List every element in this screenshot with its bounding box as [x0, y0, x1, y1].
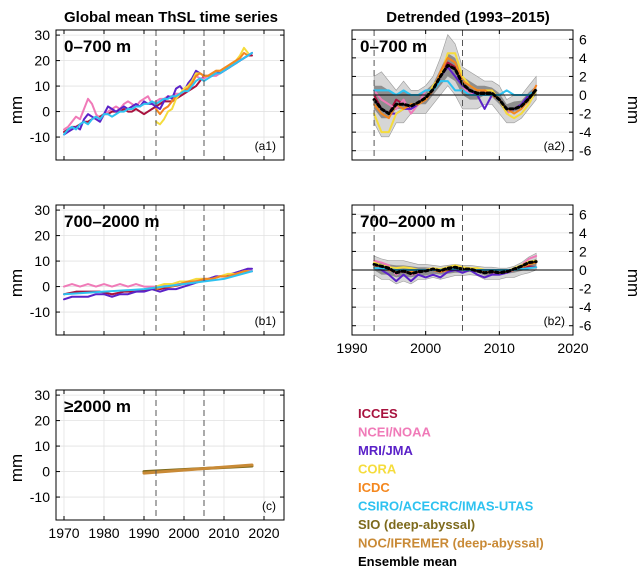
legend-item-7: NOC/IFREMER (deep-abyssal) — [358, 536, 544, 551]
ylabel-a1: mm — [7, 96, 26, 124]
ylabel-b1: mm — [7, 269, 26, 297]
ytick-label: 0 — [579, 262, 587, 278]
xtick-label: 2000 — [168, 525, 199, 541]
plot-area-a2 — [372, 34, 538, 138]
ylabel-c: mm — [7, 454, 26, 482]
panel-label: ≥2000 m — [64, 397, 131, 416]
ytick-label: -6 — [579, 318, 592, 334]
legend-item-4: ICDC — [358, 480, 390, 495]
series-line-csiro-acecrc-imas-utas — [63, 51, 253, 136]
legend: ICCES NCEI/NOAA MRI/JMA CORA ICDC CSIRO/… — [358, 406, 544, 569]
ytick-label: 0 — [42, 279, 50, 295]
legend-item-5: CSIRO/ACECRC/IMAS-UTAS — [358, 499, 534, 514]
ylabel-c-text: mm — [7, 454, 26, 482]
series-line-csiro-acecrc-imas-utas — [373, 80, 538, 96]
ytick-label: 30 — [34, 202, 50, 218]
ytick-label: -2 — [579, 281, 592, 297]
panel-c: -10 0 10 20 30 1970 1980 1990 2000 2010 2020 ≥2000 … — [30, 387, 285, 541]
panel-frame — [55, 29, 285, 161]
ytick-label: 0 — [42, 104, 50, 120]
xtick-label: 2020 — [557, 340, 588, 356]
ytick-label: 6 — [579, 31, 587, 47]
ylabel-b2: mm — [624, 269, 638, 297]
ytick-label: -10 — [30, 129, 50, 145]
ytick-label: 10 — [34, 78, 50, 94]
xtick-label: 2000 — [410, 340, 441, 356]
ytick-label: -10 — [30, 489, 50, 505]
ytick-label: 30 — [34, 27, 50, 43]
panel-letter: (a2) — [544, 139, 565, 153]
ytick-label: 10 — [34, 438, 50, 454]
right-column-title: Detrended (1993–2015) — [386, 9, 549, 26]
ytick-label: 20 — [34, 413, 50, 429]
ylabel-b2-text: mm — [624, 269, 638, 297]
panel-frame — [55, 389, 285, 521]
legend-item-6: SIO (deep-abyssal) — [358, 517, 475, 532]
ytick-label: -6 — [579, 143, 592, 159]
legend-item-2: MRI/JMA — [358, 443, 414, 458]
ytick-label: 30 — [34, 387, 50, 403]
ytick-label: -10 — [30, 304, 50, 320]
ytick-label: 0 — [579, 87, 587, 103]
series-line-cora — [373, 52, 538, 134]
series-line-ensemble-mean — [372, 260, 538, 276]
plot-area-b2 — [372, 252, 538, 285]
legend-item-0: ICCES — [358, 406, 398, 421]
panel-a1: -10 0 10 20 30 0–700 m (a1) — [30, 27, 285, 161]
ytick-label: -4 — [579, 299, 592, 315]
series-line-ensemble-mean — [372, 63, 538, 116]
panel-label: 700–2000 m — [64, 212, 159, 231]
ytick-label: 4 — [579, 225, 587, 241]
xtick-label: 1990 — [128, 525, 159, 541]
panel-a2: -6 -4 -2 0 2 4 6 0–700 m (a2) — [351, 29, 592, 161]
panel-letter: (b2) — [544, 314, 565, 328]
plot-area-b1 — [63, 267, 253, 301]
series-line-csiro-acecrc-imas-utas — [63, 270, 253, 296]
xtick-label: 1980 — [88, 525, 119, 541]
ylabel-a2: mm — [624, 96, 638, 124]
ylabel-a2-text: mm — [624, 96, 638, 124]
ytick-label: 2 — [579, 68, 587, 84]
series-line-icdc — [373, 56, 538, 120]
xtick-label: 1990 — [336, 340, 367, 356]
panel-letter: (b1) — [255, 314, 276, 328]
ylabel-a1-text: mm — [7, 96, 26, 124]
panel-letter: (a1) — [255, 139, 276, 153]
panel-b1: -10 0 10 20 30 700–2000 m (b1) — [30, 202, 285, 336]
ytick-label: 2 — [579, 243, 587, 259]
left-column-title: Global mean ThSL time series — [64, 9, 278, 26]
panel-label: 700–2000 m — [360, 212, 455, 231]
ytick-label: -4 — [579, 124, 592, 140]
legend-item-3: CORA — [358, 462, 397, 477]
spread-band-inner — [374, 53, 537, 119]
ytick-label: 4 — [579, 50, 587, 66]
legend-item-1: NCEI/NOAA — [358, 425, 432, 440]
panel-label: 0–700 m — [360, 37, 427, 56]
panel-frame — [55, 204, 285, 336]
ytick-label: 0 — [42, 464, 50, 480]
xtick-label: 1970 — [48, 525, 79, 541]
plot-area-a1 — [63, 46, 253, 136]
ytick-label: -2 — [579, 106, 592, 122]
panel-letter: (c) — [262, 499, 276, 513]
legend-item-8: Ensemble mean — [358, 554, 457, 569]
panel-b2: -6 -4 -2 0 2 4 6 1990 2000 2010 2020 700–2000 m (b2) — [336, 204, 592, 356]
panel-label: 0–700 m — [64, 37, 131, 56]
xtick-label: 2010 — [208, 525, 239, 541]
ytick-label: 20 — [34, 228, 50, 244]
xtick-label: 2020 — [248, 525, 279, 541]
ytick-label: 10 — [34, 253, 50, 269]
ytick-label: 20 — [34, 53, 50, 69]
series-line-icdc — [155, 51, 249, 116]
series-line-noc-ifremer-deep-abyssal — [142, 463, 254, 475]
plot-area-c — [142, 463, 254, 475]
xtick-label: 2010 — [484, 340, 515, 356]
ylabel-b1-text: mm — [7, 269, 26, 297]
ytick-label: 6 — [579, 206, 587, 222]
spread-band-outer — [373, 34, 537, 138]
